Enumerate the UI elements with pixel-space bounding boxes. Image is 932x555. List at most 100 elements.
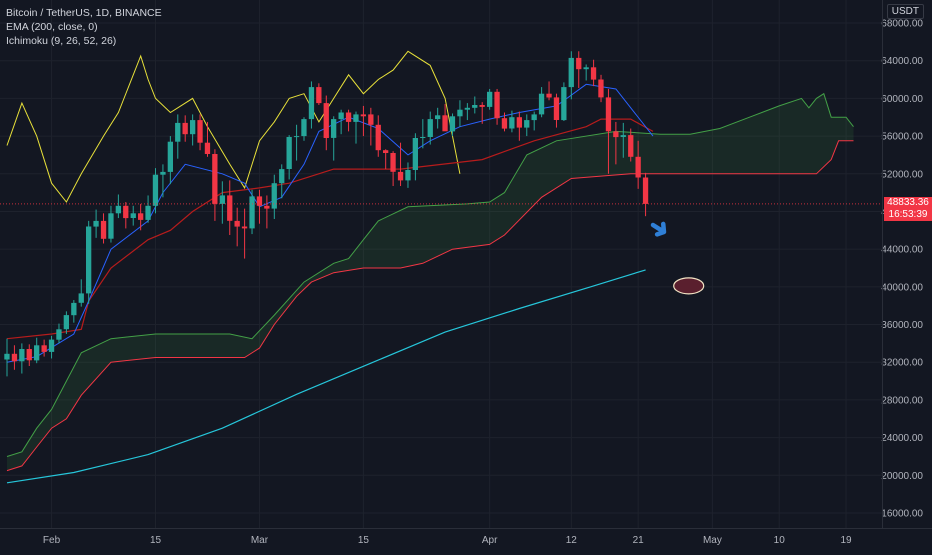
candle [93,209,99,238]
candle-body [524,120,530,128]
candle [167,136,173,185]
candle [316,83,322,105]
candle-body [286,137,292,169]
candle [227,180,233,236]
leading-span-b-line [6,140,854,472]
last-price-value: 48833.36 [887,196,929,208]
candle-body [264,205,270,209]
candle-body [78,293,84,303]
price-scale[interactable]: 16000.00 20000.00 24000.00 28000.00 32000.00… [881,19,923,520]
candle [4,338,10,377]
candle [19,343,25,374]
y-tick-label: 32000.00 [881,358,923,369]
candle-body [86,226,92,294]
candle [145,195,151,223]
candle-body [190,120,196,135]
time-scale[interactable]: Feb 15 Mar 15 Apr 12 21 May 10 19 [43,535,852,546]
candle-body [353,114,359,122]
candle-body [279,169,285,184]
candle-body [420,137,426,138]
candle-body [435,115,441,120]
candle-body [182,122,188,135]
ichimoku-legend[interactable]: Ichimoku (9, 26, 52, 26) [6,35,117,47]
candle [553,93,560,128]
candle [301,117,307,141]
candle [11,345,18,370]
ema-legend[interactable]: EMA (200, close, 0) [6,21,98,33]
candle [479,102,485,124]
candle [271,174,277,219]
x-tick-label: Mar [251,535,269,546]
candle-body [93,220,99,227]
candle-body [241,226,248,229]
candle-body [487,91,493,107]
candle [628,128,634,162]
x-tick-label: 15 [358,535,370,546]
candle-body [338,112,344,120]
candle [635,140,641,189]
symbol-title[interactable]: Bitcoin / TetherUS, 1D, BINANCE [6,7,162,19]
time-scale-divider [0,528,932,529]
price-scale-divider [882,0,883,528]
y-tick-label: 64000.00 [881,56,923,67]
candle [561,82,567,121]
candle [138,203,144,231]
candle [249,189,255,235]
candle [123,202,129,229]
candle [516,111,522,141]
candle-body [323,103,329,138]
candle-body [613,131,619,138]
candle-body [598,79,604,98]
candle [420,119,426,149]
candle-body [457,109,463,117]
candle [86,220,92,304]
candle [108,205,114,243]
candle-body [516,117,522,128]
candle-body [316,87,322,104]
candle-body [130,213,136,218]
candle-body [175,122,181,142]
candle [472,96,478,114]
candle-body [464,107,470,110]
candle-body [197,120,203,143]
candle-body [368,114,374,125]
candle [464,103,470,121]
y-tick-label: 40000.00 [881,282,923,293]
candle [375,115,381,157]
candle [48,335,55,359]
candle [383,149,389,170]
candle-body [26,349,32,361]
candle [100,213,107,244]
candle-body [568,57,574,88]
candle [397,142,404,187]
candle-body [635,156,641,178]
candle-body [115,205,121,214]
x-tick-label: Apr [482,535,498,546]
candle-body [509,117,515,129]
candle-body [427,119,433,137]
candle-body [383,150,389,153]
y-tick-label: 28000.00 [881,395,923,406]
y-tick-label: 20000.00 [881,471,923,482]
candle-body [442,115,448,132]
candle [115,194,121,219]
candle-body [331,119,337,138]
candle-body [412,138,418,170]
candle-body [472,105,478,108]
candle [234,207,240,247]
candle [345,109,352,132]
candle [583,64,589,81]
candle-body [360,114,366,117]
candle [71,300,77,323]
candle-body [34,345,40,361]
candle-body [546,93,552,98]
candle-body [138,213,144,220]
candle-body [167,141,173,172]
cloud-fill [7,93,854,471]
currency-badge[interactable]: USDT [886,4,924,19]
candle-body [620,135,626,137]
grid-lines [0,0,882,528]
candle [598,74,604,103]
